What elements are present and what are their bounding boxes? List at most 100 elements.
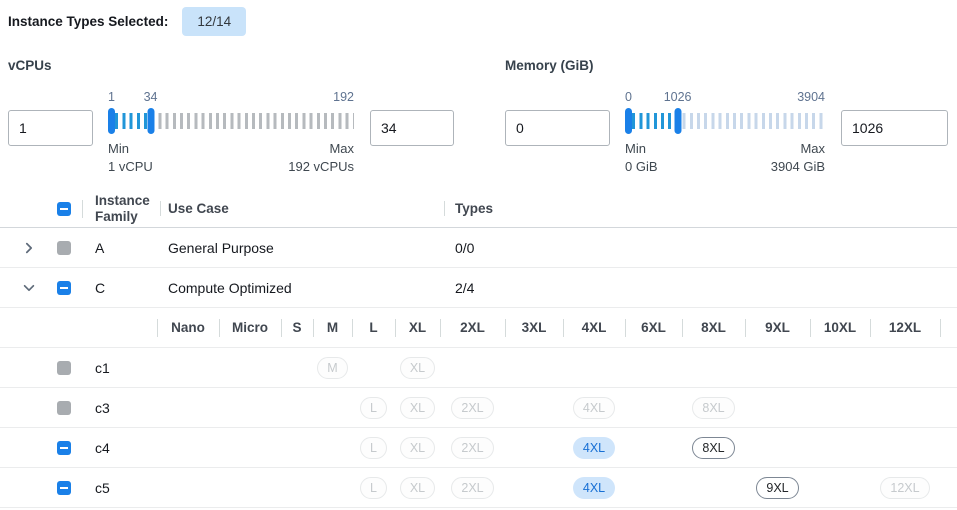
size-column-header: 3XL — [505, 308, 563, 347]
size-badge: XL — [399, 436, 436, 459]
memory-min-input[interactable] — [505, 110, 610, 146]
row-checkbox[interactable] — [57, 280, 71, 295]
scale-max-label: 192 — [333, 90, 354, 104]
size-badge: 2XL — [451, 436, 494, 459]
size-badge[interactable]: 9XL — [756, 476, 799, 499]
memory-slider-track — [625, 108, 825, 134]
table-header-row: Instance Family Use Case Types — [0, 190, 957, 228]
size-badge: M — [317, 356, 348, 379]
size-badge: 8XL — [692, 396, 735, 419]
size-badge: XL — [399, 356, 436, 379]
instance-row-c3: c3 L XL 2XL 4XL 8XL — [0, 388, 957, 428]
size-badge: 2XL — [451, 396, 494, 419]
use-case: General Purpose — [168, 239, 274, 256]
size-column-header: 10XL — [810, 308, 870, 347]
memory-slider-scale: 0 1026 3904 — [625, 90, 825, 108]
max-value-caption: 192 vCPUs — [288, 159, 354, 174]
scale-current-label: 34 — [143, 90, 158, 104]
instance-name: c3 — [95, 399, 110, 416]
vcpus-slider-captions: Min 1 vCPU Max 192 vCPUs — [108, 140, 354, 176]
instance-row-c5: c5 L XL 2XL 4XL 9XL 12XL — [0, 468, 957, 508]
expand-row-button[interactable] — [0, 241, 48, 255]
scale-current-label: 1026 — [663, 90, 692, 104]
slider-active-rail — [625, 113, 678, 129]
vcpus-slider: 1 34 192 Min 1 vCPU Max — [108, 90, 354, 176]
vcpus-filter-group: vCPUs 1 34 192 Min 1 vCPU — [8, 58, 454, 176]
column-header-use-case: Use Case — [160, 201, 444, 216]
column-header-types: Types — [444, 201, 957, 216]
size-column-header: 12XL — [870, 308, 940, 347]
vcpus-slider-scale: 1 34 192 — [108, 90, 354, 108]
size-column-header: 2XL — [440, 308, 505, 347]
memory-max-input[interactable] — [841, 110, 948, 146]
memory-slider: 0 1026 3904 Min 0 GiB Max — [625, 90, 825, 176]
slider-active-rail — [108, 113, 151, 129]
memory-filter-title: Memory (GiB) — [505, 58, 594, 73]
instance-name: c1 — [95, 359, 110, 376]
vcpus-filter-title: vCPUs — [8, 58, 52, 73]
min-caption: Min — [108, 141, 129, 156]
max-caption: Max — [329, 141, 354, 156]
select-all-checkbox[interactable] — [57, 201, 71, 216]
size-column-header: L — [352, 308, 395, 347]
family-row-a: A General Purpose 0/0 — [0, 228, 957, 268]
size-badge: L — [360, 436, 387, 459]
vcpus-max-input[interactable] — [370, 110, 454, 146]
size-badge[interactable]: 4XL — [572, 476, 616, 499]
family-row-c: C Compute Optimized 2/4 — [0, 268, 957, 308]
instance-row-c1: c1 M XL — [0, 348, 957, 388]
size-badge: 12XL — [880, 476, 930, 499]
size-column-header: 4XL — [563, 308, 625, 347]
size-badge[interactable]: 8XL — [692, 436, 735, 459]
vcpus-slider-min-handle[interactable] — [108, 108, 115, 134]
instance-name: c4 — [95, 439, 110, 456]
size-badge: L — [360, 396, 387, 419]
size-badge: XL — [399, 396, 436, 419]
family-name: C — [95, 279, 106, 296]
use-case: Compute Optimized — [168, 279, 292, 296]
size-column-header: XL — [395, 308, 440, 347]
selection-summary-bar: Instance Types Selected: 12/14 — [0, 0, 957, 42]
size-column-header: S — [281, 308, 313, 347]
memory-filter-group: Memory (GiB) 0 1026 3904 Min — [505, 58, 948, 176]
size-column-header: 6XL — [625, 308, 682, 347]
size-badge: L — [360, 476, 387, 499]
memory-slider-min-handle[interactable] — [625, 108, 632, 134]
max-value-caption: 3904 GiB — [770, 159, 825, 174]
size-badge: XL — [399, 476, 436, 499]
memory-slider-max-handle[interactable] — [674, 108, 682, 134]
instance-row-c4: c4 L XL 2XL 4XL 8XL — [0, 428, 957, 468]
collapse-row-button[interactable] — [0, 281, 48, 295]
max-caption: Max — [800, 141, 825, 156]
size-badge[interactable]: 4XL — [572, 436, 616, 459]
size-header-row: Nano Micro S M L XL 2XL 3XL 4XL 6XL 8XL … — [0, 308, 957, 348]
scale-max-label: 3904 — [797, 90, 825, 104]
family-name: A — [95, 239, 105, 256]
scale-min-label: 0 — [625, 90, 632, 104]
min-value-caption: 0 GiB — [625, 159, 658, 174]
min-caption: Min — [625, 141, 646, 156]
size-column-header: M — [313, 308, 352, 347]
memory-slider-captions: Min 0 GiB Max 3904 GiB — [625, 140, 825, 176]
scale-min-label: 1 — [108, 90, 115, 104]
vcpus-slider-max-handle[interactable] — [147, 108, 155, 134]
size-column-header: Micro — [219, 308, 281, 347]
vcpus-min-input[interactable] — [8, 110, 93, 146]
row-checkbox[interactable] — [57, 480, 71, 495]
instance-name: c5 — [95, 479, 110, 496]
row-checkbox[interactable] — [57, 440, 71, 455]
row-checkbox — [57, 240, 71, 255]
instance-family-table: Instance Family Use Case Types A General… — [0, 190, 957, 508]
row-checkbox — [57, 360, 71, 375]
selection-count-badge: 12/14 — [182, 6, 247, 36]
filters-section: vCPUs 1 34 192 Min 1 vCPU — [0, 58, 957, 176]
types-count: 2/4 — [455, 279, 475, 296]
column-header-instance-family: Instance Family — [82, 192, 160, 225]
row-checkbox — [57, 400, 71, 415]
size-column-header: Nano — [157, 308, 219, 347]
vcpus-slider-track — [108, 108, 354, 134]
types-count: 0/0 — [455, 239, 475, 256]
min-value-caption: 1 vCPU — [108, 159, 153, 174]
size-column-header: 9XL — [745, 308, 810, 347]
chevron-right-icon — [25, 242, 33, 253]
